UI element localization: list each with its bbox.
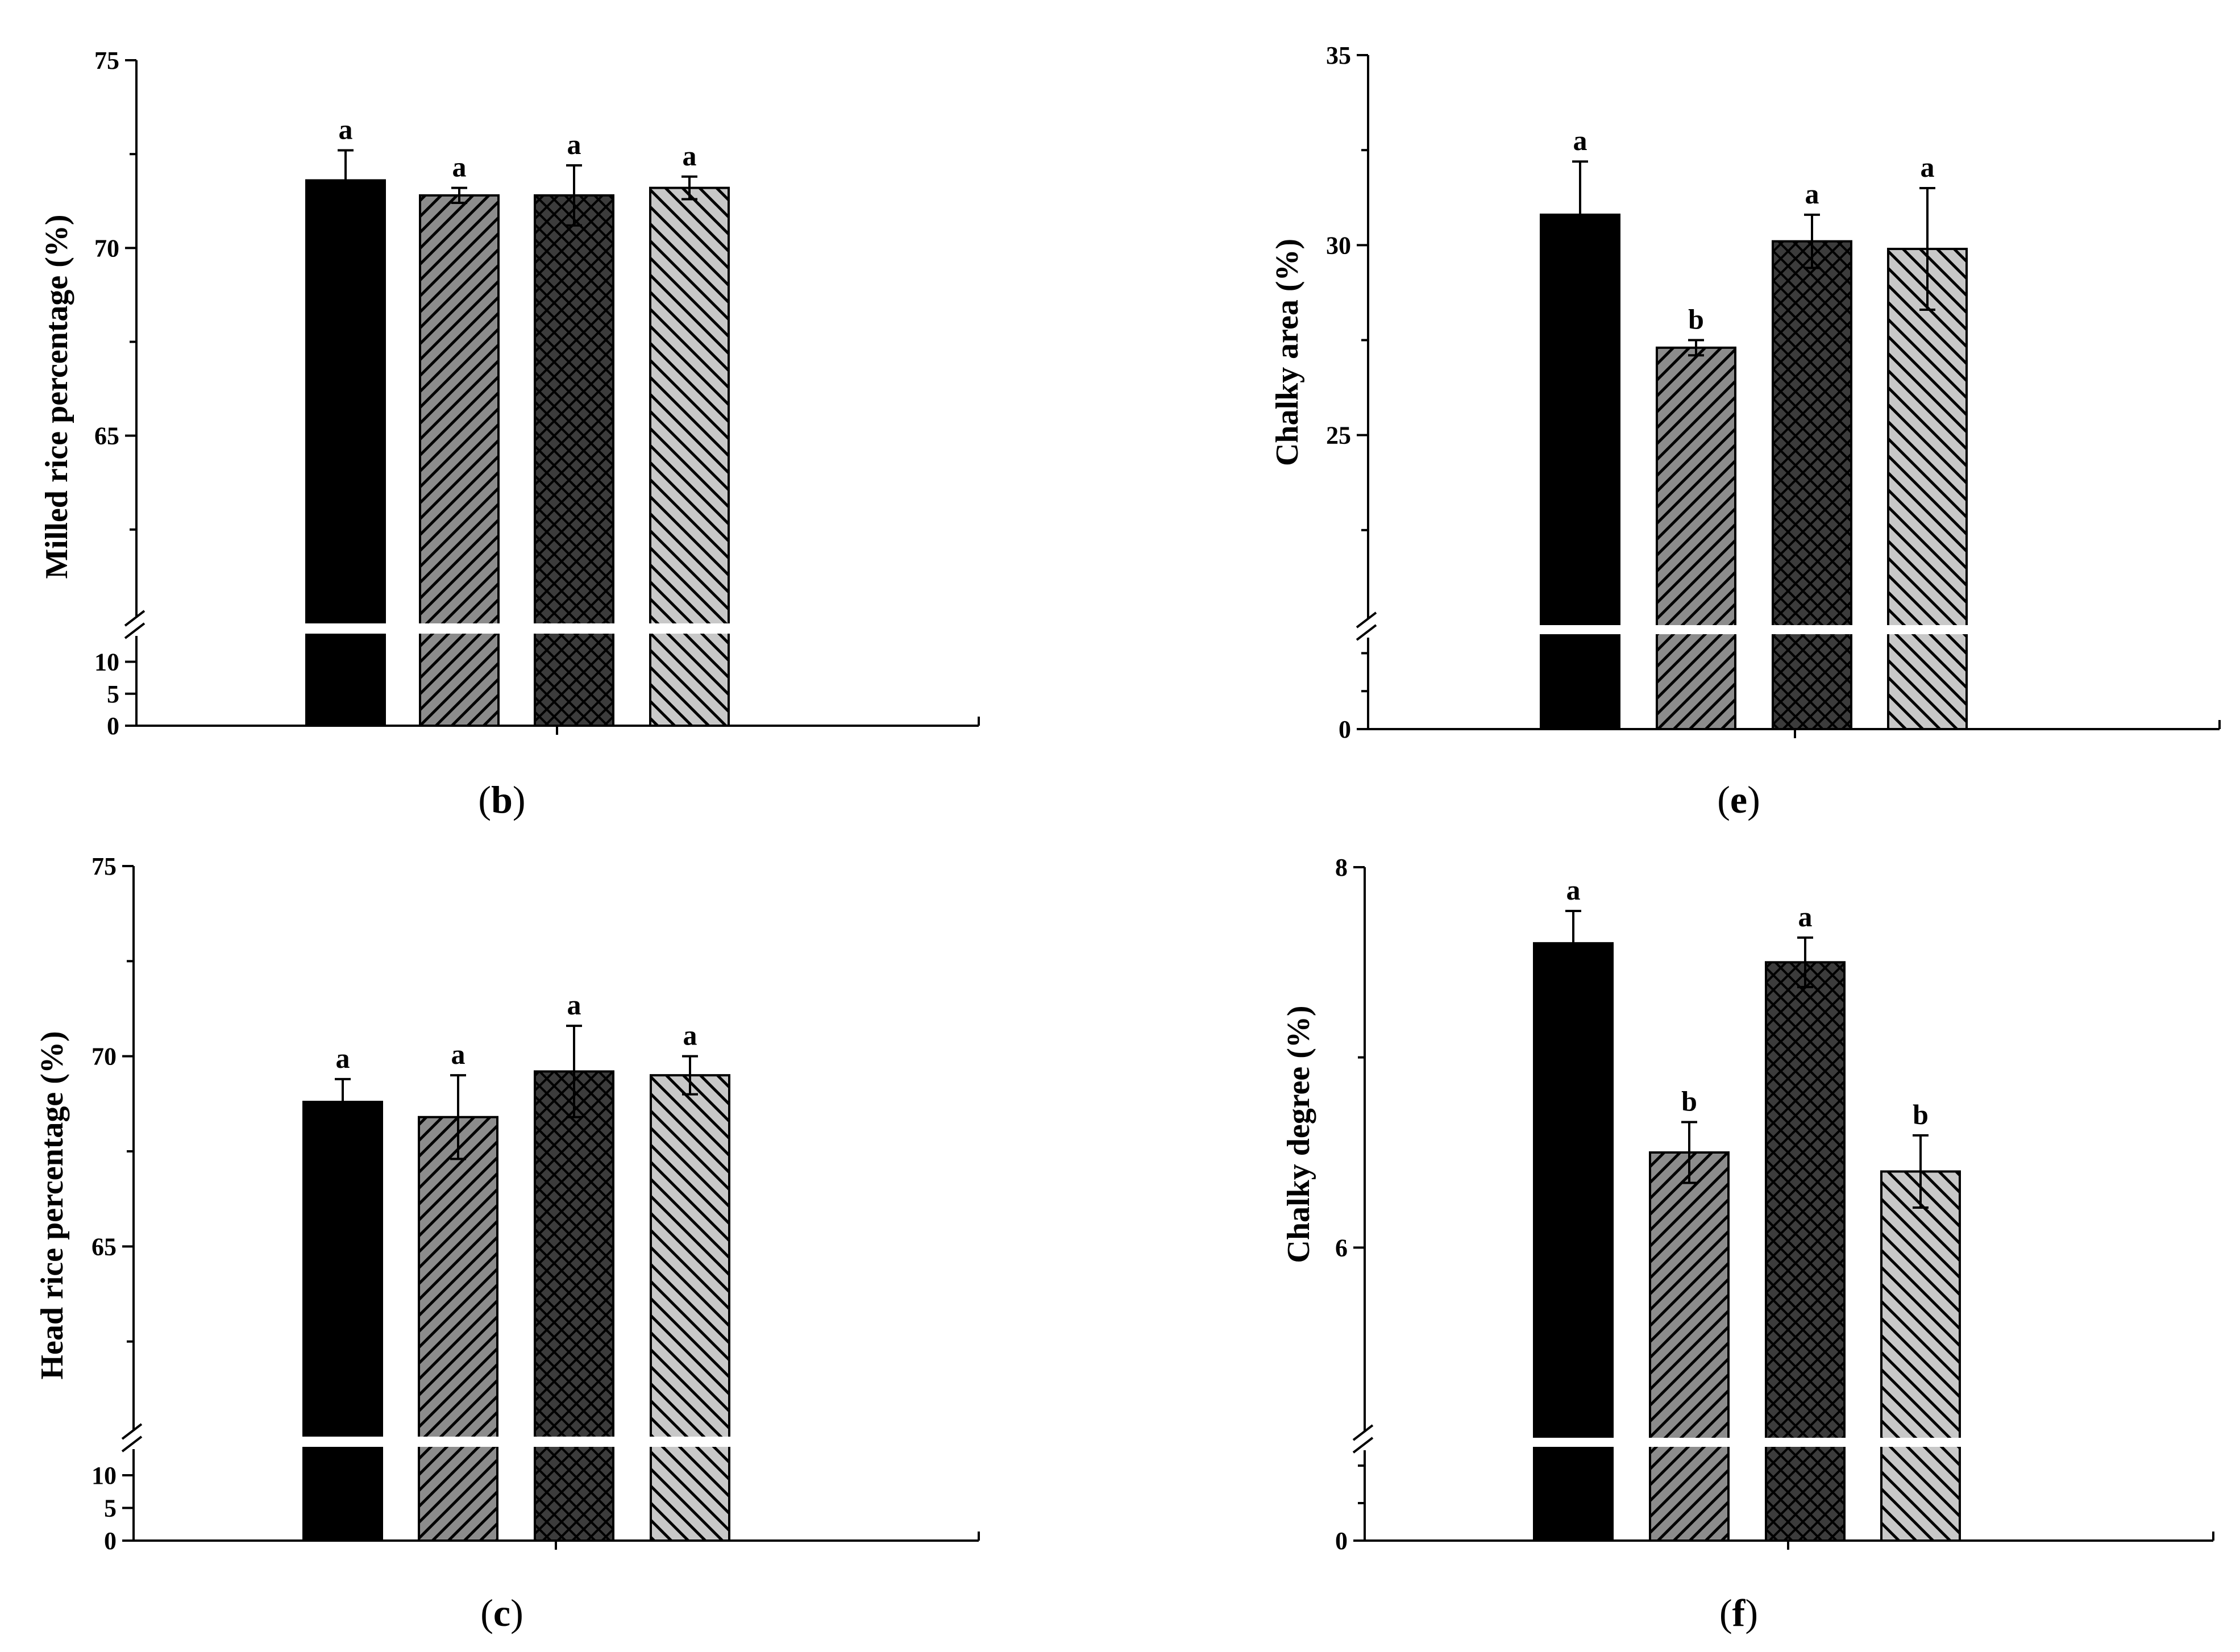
bar-break-gap — [1656, 625, 1736, 634]
axis-break-mark — [124, 610, 146, 627]
bar-1 — [302, 1100, 383, 1542]
bar-break-gap — [1649, 1438, 1730, 1447]
y-tick-label: 10 — [94, 648, 119, 676]
bar-3 — [1765, 961, 1846, 1542]
significance-label-4: a — [683, 1020, 697, 1051]
significance-label-3: a — [567, 989, 581, 1021]
y-tick-label: 0 — [104, 1527, 117, 1555]
bar-break-gap — [305, 623, 386, 634]
y-tick-label: 35 — [1326, 41, 1351, 69]
y-tick-label: 65 — [94, 422, 119, 450]
bar-break-gap — [1765, 1438, 1846, 1447]
significance-label-4: b — [1913, 1098, 1929, 1130]
significance-label-3: a — [1805, 178, 1819, 210]
significance-label-2: a — [451, 1038, 466, 1070]
bar-1 — [1533, 942, 1614, 1542]
y-axis-label: Head rice percentage (%) — [35, 1031, 70, 1379]
bar-4 — [650, 1074, 730, 1542]
bar-break-gap — [534, 623, 614, 634]
y-axis-label: Milled rice percentage (%) — [39, 214, 74, 579]
y-tick-label: 65 — [92, 1233, 117, 1260]
axis-break-mark — [121, 1435, 143, 1453]
y-tick-label: 6 — [1335, 1234, 1348, 1262]
bar-break-gap — [1880, 1438, 1961, 1447]
bar-break-gap — [302, 1437, 383, 1447]
bar-2 — [418, 1116, 498, 1542]
y-tick-label: 0 — [1339, 715, 1351, 743]
panel-label: (c) — [480, 1591, 523, 1634]
significance-label-2: b — [1688, 303, 1704, 335]
bar-4 — [649, 186, 730, 727]
panel-label: (b) — [478, 778, 525, 821]
bar-2 — [1649, 1151, 1730, 1542]
y-tick-label: 25 — [1326, 422, 1351, 450]
significance-label-1: a — [1566, 874, 1581, 906]
significance-label-1: a — [339, 114, 353, 145]
bar-3 — [1772, 240, 1852, 730]
y-tick-label: 30 — [1326, 231, 1351, 259]
chart-panel-c: Head rice percentage (%) (c) a a a a 65 70 75 0… — [35, 852, 980, 1634]
significance-label-2: a — [452, 151, 467, 183]
y-tick-label: 0 — [1335, 1527, 1348, 1555]
chart-panel-f: Chalky degree (%) (f) a b a b 6 8 0 — [1281, 854, 2214, 1634]
y-tick-label: 5 — [107, 680, 119, 708]
y-axis-label: Chalky degree (%) — [1281, 1005, 1316, 1263]
significance-label-3: a — [567, 128, 581, 160]
bar-break-gap — [418, 1437, 498, 1447]
y-tick-label: 70 — [94, 234, 119, 262]
chart-panel-b: Milled rice percentage (%) (b) a a a a 65 70 7… — [39, 47, 980, 821]
bar-break-gap — [419, 623, 500, 634]
panel-label: (f) — [1719, 1591, 1758, 1634]
bar-3 — [534, 194, 614, 727]
bar-break-gap — [534, 1437, 614, 1447]
y-tick-label: 75 — [94, 47, 119, 74]
chart-panel-e: Chalky area (%) (e) a b a a 25 30 35 0 — [1270, 41, 2221, 821]
bar-break-gap — [1533, 1438, 1614, 1447]
bar-break-gap — [649, 623, 730, 634]
bar-2 — [419, 194, 500, 727]
bar-4 — [1887, 248, 1968, 730]
axis-break-mark — [121, 1423, 143, 1440]
y-tick-label: 0 — [107, 712, 119, 740]
bar-1 — [1540, 213, 1620, 730]
significance-label-4: a — [1921, 151, 1935, 183]
y-tick-label: 70 — [92, 1043, 117, 1071]
y-tick-label: 75 — [92, 852, 117, 880]
bar-break-gap — [1772, 625, 1852, 634]
bar-break-gap — [1887, 625, 1968, 634]
bar-2 — [1656, 346, 1736, 730]
significance-label-1: a — [1573, 124, 1587, 156]
y-tick-label: 10 — [92, 1462, 117, 1489]
significance-label-2: b — [1681, 1085, 1697, 1117]
axis-break-mark — [1356, 611, 1377, 629]
axis-break-mark — [1356, 624, 1377, 641]
significance-label-1: a — [336, 1042, 350, 1074]
axis-break-mark — [124, 622, 146, 639]
axis-break-mark — [1352, 1437, 1374, 1454]
panel-label: (e) — [1717, 778, 1760, 821]
axis-break-mark — [1352, 1424, 1374, 1441]
significance-label-4: a — [683, 140, 697, 172]
bar-1 — [305, 179, 386, 727]
bar-break-gap — [1540, 625, 1620, 634]
bar-3 — [534, 1070, 614, 1542]
bar-4 — [1880, 1170, 1961, 1542]
y-tick-label: 5 — [104, 1495, 117, 1522]
significance-label-3: a — [1798, 901, 1813, 933]
y-tick-label: 8 — [1335, 854, 1348, 881]
bar-break-gap — [650, 1437, 730, 1447]
y-axis-label: Chalky area (%) — [1270, 239, 1305, 466]
